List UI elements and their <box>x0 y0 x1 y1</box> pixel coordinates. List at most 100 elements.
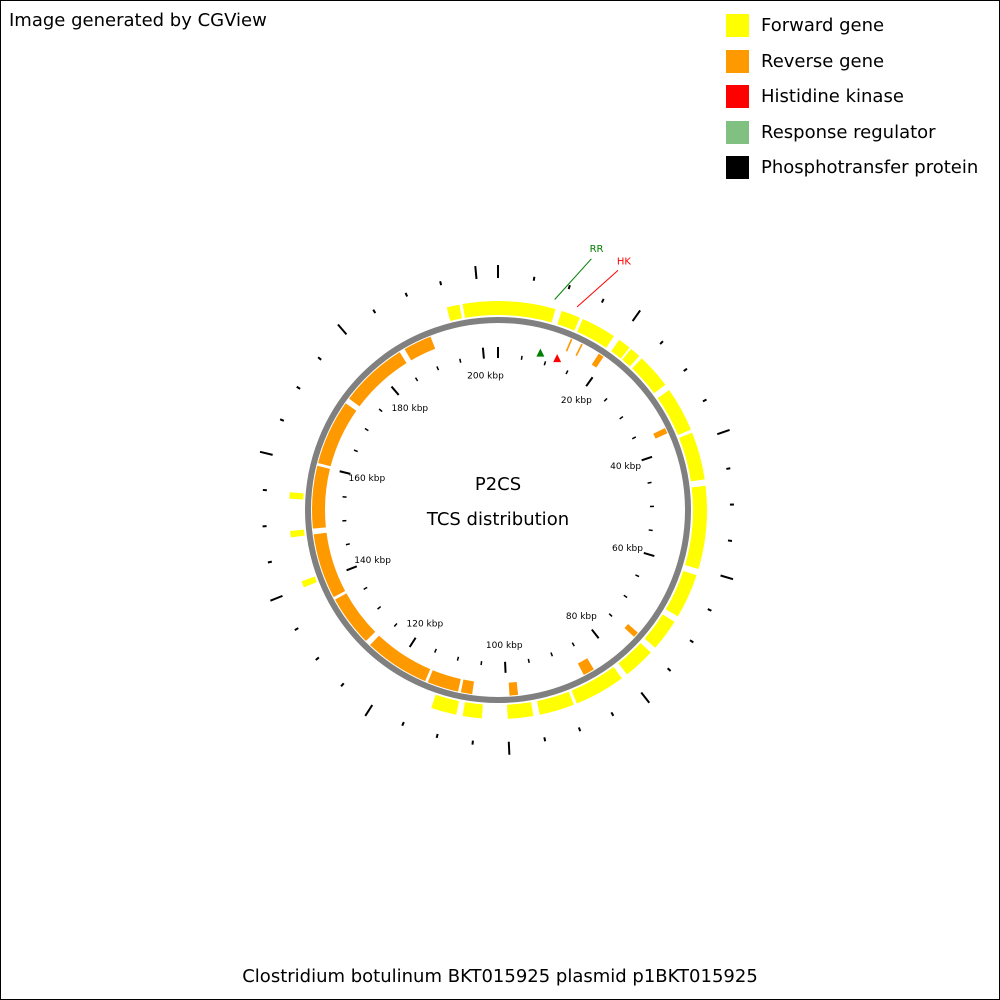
ruler-tick <box>353 449 358 453</box>
ruler-tick <box>619 415 624 420</box>
ruler-tick <box>459 358 462 363</box>
ruler-tick <box>339 470 351 475</box>
ruler-tick <box>414 377 419 382</box>
ruler-tick <box>543 361 547 366</box>
reverse-gene <box>591 353 604 368</box>
reverse-gene <box>349 352 407 407</box>
feature-markers: RR HK <box>536 244 632 363</box>
ruler-tick <box>377 606 382 610</box>
reverse-gene <box>575 343 583 357</box>
legend-label-response-regulator: Response regulator <box>761 121 936 143</box>
forward-gene <box>571 667 622 704</box>
forward-gene <box>577 318 614 348</box>
ruler-tick <box>363 586 368 591</box>
reverse-gene <box>508 681 519 696</box>
inner-ruler-ticks <box>339 347 655 673</box>
ruler-tick <box>608 613 613 617</box>
ruler-label: 160 kbp <box>349 474 386 484</box>
forward-gene <box>657 390 691 436</box>
ruler-label: 140 kbp <box>354 556 391 566</box>
forward-gene <box>644 614 675 648</box>
outer-tick <box>666 667 672 672</box>
forward-gene <box>498 301 556 323</box>
ruler-tick <box>591 628 600 639</box>
reverse-gene <box>565 338 573 352</box>
outer-tick <box>707 608 712 612</box>
forward-gene <box>290 529 305 538</box>
ruler-tick <box>434 648 438 653</box>
ruler-tick <box>364 427 369 432</box>
outer-tick <box>404 292 409 297</box>
ruler-label: 60 kbp <box>612 544 643 554</box>
outer-tick <box>259 450 273 456</box>
caption-text: Clostridium botulinum BKT015925 plasmid … <box>242 966 758 987</box>
outer-tick <box>659 340 664 345</box>
forward-gene <box>622 348 640 367</box>
ruler-label: 20 kbp <box>561 396 592 406</box>
ruler-tick <box>481 347 485 359</box>
forward-gene <box>446 304 462 321</box>
legend-swatch-histidine-kinase <box>726 85 749 109</box>
ruler-tick <box>504 661 507 673</box>
ruler-tick <box>527 658 530 664</box>
legend-label-forward-gene: Forward gene <box>761 15 885 37</box>
ruler-tick <box>393 623 398 628</box>
outer-tick-marks <box>259 265 734 755</box>
outer-tick <box>270 594 283 602</box>
outer-tick <box>720 574 734 581</box>
backbone-ring <box>305 317 691 703</box>
legend-label-phosphotransfer-protein: Phosphotransfer protein <box>761 157 979 179</box>
forward-gene <box>611 339 630 359</box>
outer-tick <box>372 309 377 314</box>
feature-leader-line <box>576 269 619 308</box>
ruler-label: 40 kbp <box>610 462 641 472</box>
feature-triangle <box>536 348 545 357</box>
forward-gene <box>462 702 483 719</box>
outer-tick <box>631 309 641 322</box>
outer-tick <box>640 691 651 704</box>
legend-swatch-response-regulator <box>726 120 749 144</box>
outer-tick <box>267 560 273 564</box>
legend-label-histidine-kinase: Histidine kinase <box>761 86 904 108</box>
ruler-tick <box>623 594 628 599</box>
ruler-tick <box>571 642 575 647</box>
outer-tick <box>507 741 511 755</box>
reverse-gene <box>313 532 346 598</box>
ruler-label: 120 kbp <box>407 619 444 629</box>
forward-gene <box>632 358 666 394</box>
ruler-tick <box>378 408 383 413</box>
legend-item-phosphotransfer-protein: Phosphotransfer protein <box>726 150 978 186</box>
reverse-gene <box>427 670 461 692</box>
outer-tick <box>577 727 582 732</box>
outer-tick <box>689 639 694 644</box>
ruler-tick <box>520 355 523 360</box>
center-subtitle: TCS distribution <box>426 509 569 530</box>
ruler-tick <box>550 652 554 657</box>
ruler-tick <box>390 385 400 396</box>
feature-triangle <box>553 354 562 363</box>
outer-tick <box>439 280 443 286</box>
legend-swatch-phosphotransfer-protein <box>726 156 749 180</box>
ruler-label: 200 kbp <box>467 372 504 382</box>
legend-label-reverse-gene: Reverse gene <box>761 50 885 72</box>
ruler-labels: 20 kbp 40 kbp 60 kbp 80 kbp 100 kbp 120 kbp 14… <box>349 372 644 651</box>
forward-gene <box>301 576 317 588</box>
forward-gene <box>536 691 574 715</box>
forward-gene <box>665 570 697 617</box>
outer-tick <box>340 682 345 687</box>
ruler-tick <box>456 656 460 661</box>
outer-tick <box>474 265 478 280</box>
outer-tick <box>401 721 405 727</box>
outer-tick <box>337 323 348 335</box>
feature-label: HK <box>617 256 632 267</box>
ruler-tick <box>641 455 653 462</box>
reverse-gene <box>653 428 668 439</box>
reverse-gene <box>335 593 376 642</box>
center-title: P2CS <box>475 474 521 495</box>
forward-gene <box>289 492 304 500</box>
outer-tick <box>610 711 615 717</box>
ruler-tick <box>585 376 594 387</box>
outer-tick <box>726 467 731 470</box>
